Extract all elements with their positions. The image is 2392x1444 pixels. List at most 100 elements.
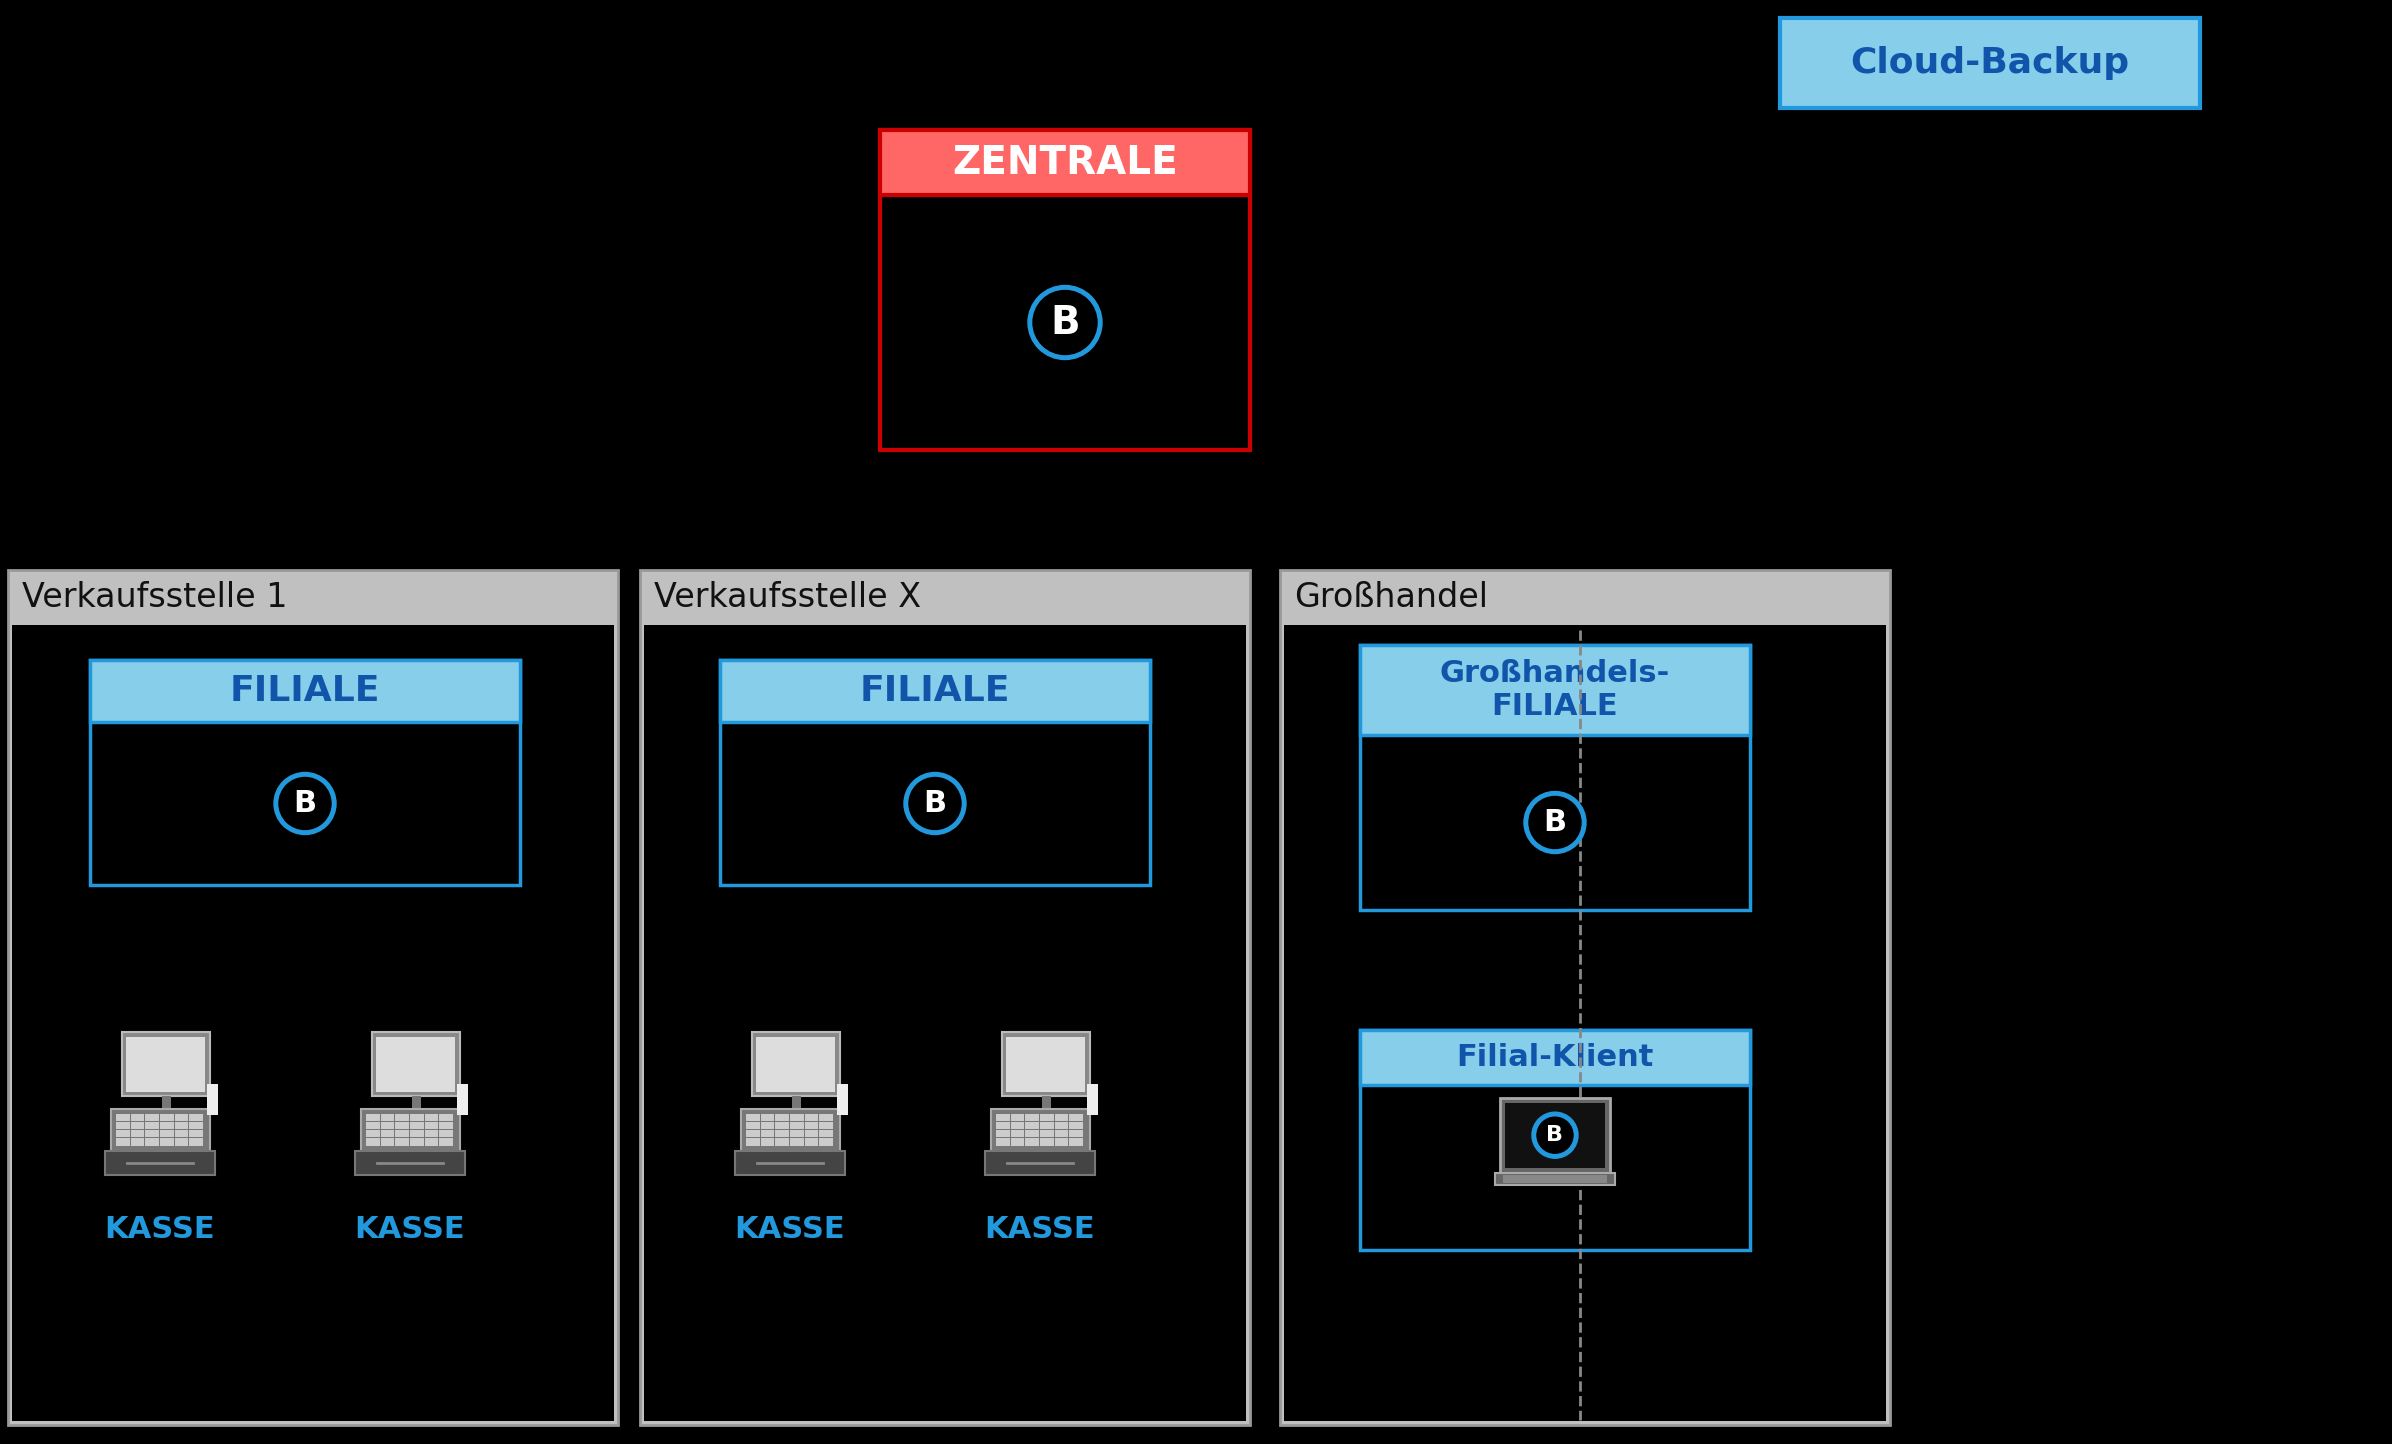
Text: FILIALE: FILIALE bbox=[230, 674, 380, 708]
FancyBboxPatch shape bbox=[380, 1131, 395, 1138]
Text: ZENTRALE: ZENTRALE bbox=[952, 143, 1177, 182]
Circle shape bbox=[909, 777, 962, 829]
Circle shape bbox=[1528, 797, 1581, 849]
Circle shape bbox=[1538, 1118, 1574, 1154]
FancyBboxPatch shape bbox=[189, 1131, 203, 1138]
FancyBboxPatch shape bbox=[1012, 1122, 1024, 1129]
FancyBboxPatch shape bbox=[775, 1131, 789, 1138]
FancyBboxPatch shape bbox=[1002, 1032, 1088, 1096]
FancyBboxPatch shape bbox=[366, 1138, 380, 1145]
Text: KASSE: KASSE bbox=[105, 1216, 215, 1245]
FancyBboxPatch shape bbox=[1495, 1173, 1615, 1184]
FancyBboxPatch shape bbox=[175, 1131, 189, 1138]
FancyBboxPatch shape bbox=[789, 1122, 804, 1129]
FancyBboxPatch shape bbox=[1500, 1097, 1610, 1173]
FancyBboxPatch shape bbox=[115, 1113, 129, 1121]
FancyBboxPatch shape bbox=[1041, 1122, 1052, 1129]
FancyBboxPatch shape bbox=[12, 625, 615, 1421]
FancyBboxPatch shape bbox=[426, 1131, 438, 1138]
FancyBboxPatch shape bbox=[880, 130, 1251, 195]
FancyBboxPatch shape bbox=[995, 1138, 1009, 1145]
FancyBboxPatch shape bbox=[426, 1122, 438, 1129]
FancyBboxPatch shape bbox=[160, 1138, 175, 1145]
FancyBboxPatch shape bbox=[175, 1138, 189, 1145]
FancyBboxPatch shape bbox=[761, 1113, 775, 1121]
Text: B: B bbox=[1548, 1125, 1564, 1145]
FancyBboxPatch shape bbox=[990, 1109, 1088, 1151]
FancyBboxPatch shape bbox=[160, 1131, 175, 1138]
FancyBboxPatch shape bbox=[641, 570, 1251, 1425]
FancyBboxPatch shape bbox=[395, 1131, 409, 1138]
FancyBboxPatch shape bbox=[995, 1113, 1009, 1121]
FancyBboxPatch shape bbox=[789, 1113, 804, 1121]
FancyBboxPatch shape bbox=[1012, 1131, 1024, 1138]
FancyBboxPatch shape bbox=[426, 1138, 438, 1145]
FancyBboxPatch shape bbox=[91, 660, 519, 885]
FancyBboxPatch shape bbox=[820, 1138, 832, 1145]
FancyBboxPatch shape bbox=[366, 1122, 380, 1129]
FancyBboxPatch shape bbox=[789, 1138, 804, 1145]
Text: B: B bbox=[923, 788, 947, 817]
Circle shape bbox=[1029, 286, 1103, 360]
FancyBboxPatch shape bbox=[189, 1122, 203, 1129]
Text: FILIALE: FILIALE bbox=[859, 674, 1009, 708]
Text: Großhandel: Großhandel bbox=[1294, 580, 1488, 614]
FancyBboxPatch shape bbox=[1012, 1113, 1024, 1121]
FancyBboxPatch shape bbox=[742, 1109, 840, 1151]
FancyBboxPatch shape bbox=[775, 1113, 789, 1121]
FancyBboxPatch shape bbox=[1055, 1113, 1069, 1121]
FancyBboxPatch shape bbox=[409, 1138, 423, 1145]
FancyBboxPatch shape bbox=[1069, 1113, 1084, 1121]
Circle shape bbox=[904, 773, 966, 835]
FancyBboxPatch shape bbox=[1069, 1131, 1084, 1138]
FancyBboxPatch shape bbox=[792, 1096, 801, 1109]
FancyBboxPatch shape bbox=[1088, 1084, 1098, 1115]
FancyBboxPatch shape bbox=[457, 1084, 469, 1115]
FancyBboxPatch shape bbox=[366, 1113, 380, 1121]
FancyBboxPatch shape bbox=[115, 1122, 129, 1129]
FancyBboxPatch shape bbox=[146, 1113, 158, 1121]
FancyBboxPatch shape bbox=[395, 1138, 409, 1145]
FancyBboxPatch shape bbox=[746, 1113, 761, 1121]
FancyBboxPatch shape bbox=[440, 1131, 452, 1138]
FancyBboxPatch shape bbox=[146, 1122, 158, 1129]
Text: B: B bbox=[294, 788, 316, 817]
FancyBboxPatch shape bbox=[804, 1122, 818, 1129]
FancyBboxPatch shape bbox=[105, 1151, 215, 1175]
FancyBboxPatch shape bbox=[163, 1096, 170, 1109]
FancyBboxPatch shape bbox=[110, 1109, 210, 1151]
FancyBboxPatch shape bbox=[354, 1151, 464, 1175]
FancyBboxPatch shape bbox=[132, 1138, 144, 1145]
FancyBboxPatch shape bbox=[395, 1122, 409, 1129]
FancyBboxPatch shape bbox=[820, 1122, 832, 1129]
FancyBboxPatch shape bbox=[1069, 1122, 1084, 1129]
FancyBboxPatch shape bbox=[775, 1122, 789, 1129]
FancyBboxPatch shape bbox=[986, 1151, 1096, 1175]
FancyBboxPatch shape bbox=[1361, 645, 1751, 735]
Text: KASSE: KASSE bbox=[734, 1216, 844, 1245]
FancyBboxPatch shape bbox=[115, 1138, 129, 1145]
FancyBboxPatch shape bbox=[1041, 1131, 1052, 1138]
FancyBboxPatch shape bbox=[440, 1113, 452, 1121]
FancyBboxPatch shape bbox=[1280, 570, 1890, 1425]
FancyBboxPatch shape bbox=[132, 1131, 144, 1138]
Circle shape bbox=[1531, 1112, 1579, 1158]
FancyBboxPatch shape bbox=[643, 625, 1246, 1421]
FancyBboxPatch shape bbox=[146, 1131, 158, 1138]
Text: Cloud-Backup: Cloud-Backup bbox=[1851, 46, 2129, 79]
FancyBboxPatch shape bbox=[746, 1138, 761, 1145]
FancyBboxPatch shape bbox=[804, 1138, 818, 1145]
FancyBboxPatch shape bbox=[380, 1113, 395, 1121]
FancyBboxPatch shape bbox=[1026, 1131, 1038, 1138]
FancyBboxPatch shape bbox=[160, 1113, 175, 1121]
Text: KASSE: KASSE bbox=[354, 1216, 466, 1245]
FancyBboxPatch shape bbox=[189, 1113, 203, 1121]
FancyBboxPatch shape bbox=[746, 1131, 761, 1138]
Text: Verkaufsstelle 1: Verkaufsstelle 1 bbox=[22, 580, 287, 614]
FancyBboxPatch shape bbox=[1026, 1122, 1038, 1129]
FancyBboxPatch shape bbox=[1361, 1030, 1751, 1084]
Text: KASSE: KASSE bbox=[986, 1216, 1096, 1245]
FancyBboxPatch shape bbox=[440, 1138, 452, 1145]
Circle shape bbox=[1524, 791, 1586, 853]
FancyBboxPatch shape bbox=[1012, 1138, 1024, 1145]
